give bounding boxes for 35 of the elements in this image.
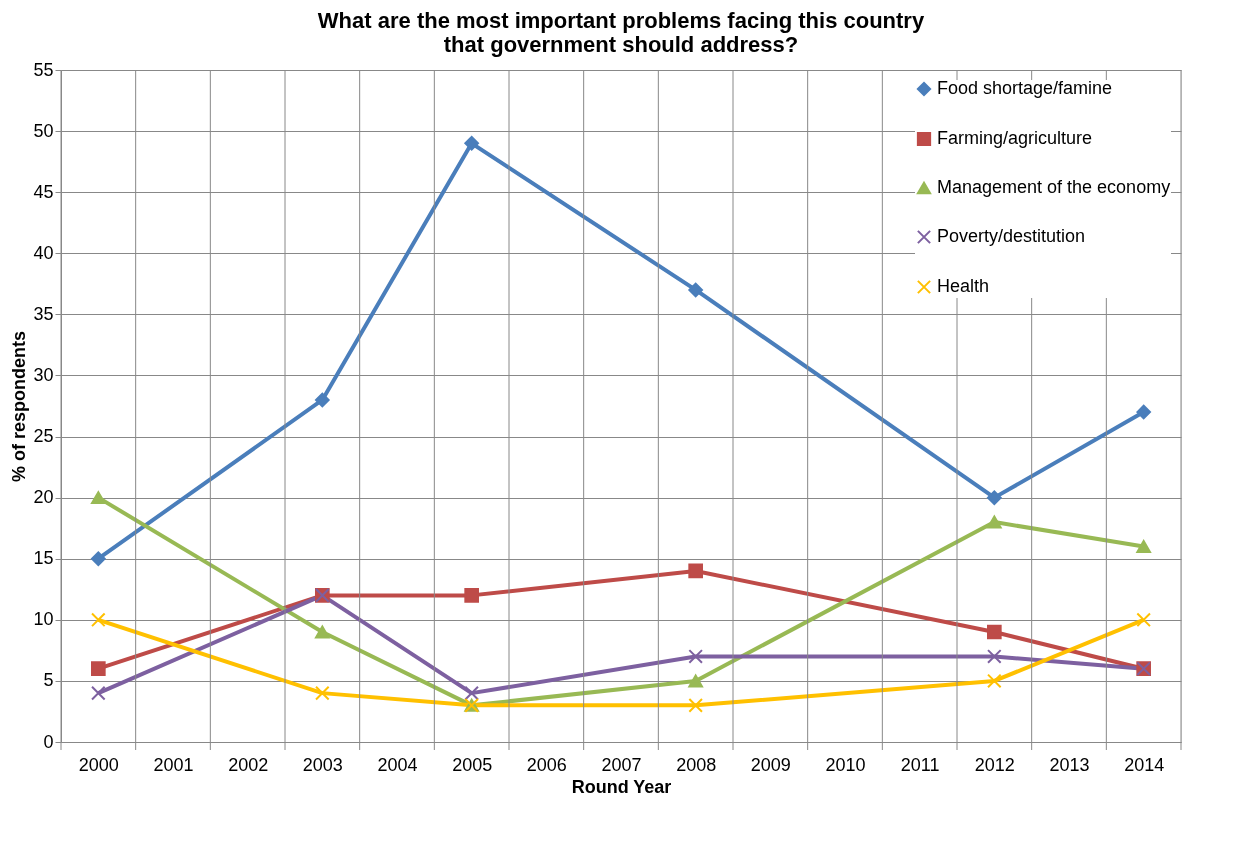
x-tick-label: 2003 bbox=[302, 754, 343, 775]
y-tick-label: 40 bbox=[33, 242, 54, 263]
legend-label: Health bbox=[937, 276, 990, 296]
x-tick-label: 2012 bbox=[974, 754, 1015, 775]
x-tick-label: 2011 bbox=[900, 754, 940, 775]
y-tick-label: 0 bbox=[43, 731, 54, 752]
x-tick-label: 2010 bbox=[825, 754, 866, 775]
y-tick-label: 55 bbox=[33, 59, 54, 80]
legend-label: Management of the economy bbox=[937, 177, 1171, 197]
x-tick-label: 2013 bbox=[1049, 754, 1090, 775]
y-tick-label: 10 bbox=[33, 609, 54, 630]
y-tick-label: 25 bbox=[33, 426, 54, 447]
x-axis-title: Round Year bbox=[571, 776, 672, 797]
x-tick-label: 2004 bbox=[377, 754, 418, 775]
legend-label: Poverty/destitution bbox=[937, 226, 1086, 246]
y-tick-label: 50 bbox=[33, 120, 54, 141]
y-tick-label: 30 bbox=[33, 364, 54, 385]
y-tick-label: 15 bbox=[33, 548, 54, 569]
x-tick-label: 2009 bbox=[750, 754, 791, 775]
x-tick-label: 2000 bbox=[78, 754, 119, 775]
x-tick-label: 2001 bbox=[153, 754, 194, 775]
x-tick-label: 2007 bbox=[601, 754, 642, 775]
y-tick-label: 45 bbox=[33, 181, 54, 202]
x-tick-label: 2002 bbox=[228, 754, 269, 775]
y-tick-label: 5 bbox=[43, 670, 54, 691]
y-tick-label: 35 bbox=[33, 303, 54, 324]
chart-title: What are the most important problems facing this country that government should address? bbox=[317, 8, 925, 57]
legend-label: Farming/agriculture bbox=[937, 128, 1093, 148]
y-tick-label: 20 bbox=[33, 487, 54, 508]
x-tick-label: 2014 bbox=[1124, 754, 1165, 775]
legend-label: Food shortage/famine bbox=[937, 78, 1113, 98]
x-tick-label: 2006 bbox=[526, 754, 567, 775]
x-tick-label: 2005 bbox=[452, 754, 493, 775]
y-axis-title: % of respondents bbox=[9, 330, 30, 483]
x-tick-label: 2008 bbox=[676, 754, 717, 775]
